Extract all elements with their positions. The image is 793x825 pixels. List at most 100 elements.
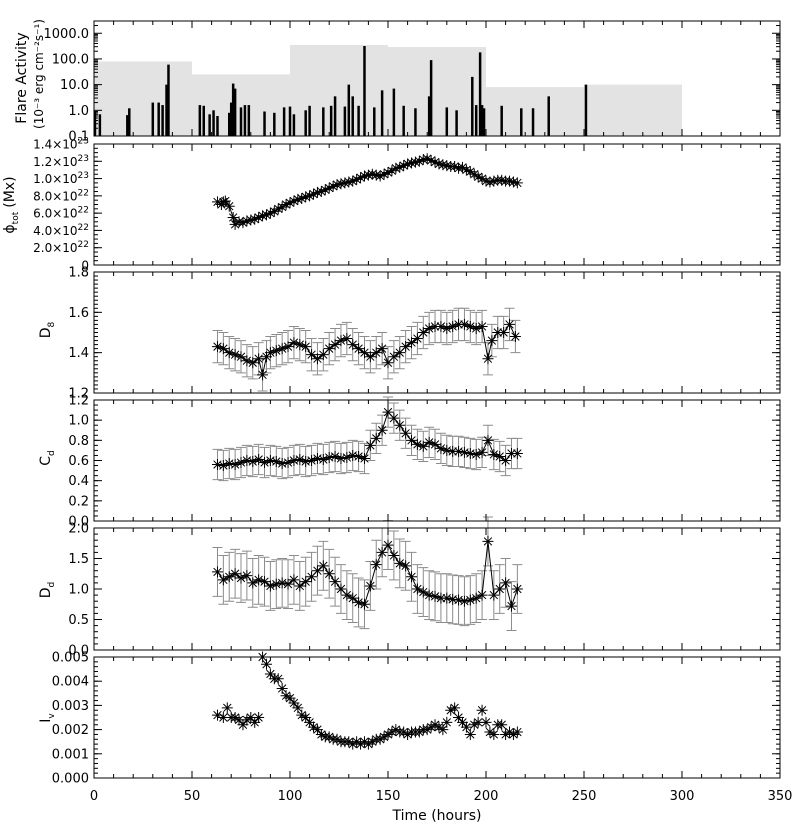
panel5-point-24 — [308, 721, 320, 733]
panel5-point-33 — [343, 736, 355, 748]
panel2-point-40 — [441, 322, 453, 334]
panel1-ytick-label: 6.0×1022 — [33, 206, 89, 221]
panel2-point-25 — [353, 343, 365, 355]
panel1-point-49 — [398, 160, 410, 172]
panel3-point-9 — [264, 455, 276, 466]
panel1-point-6 — [229, 218, 241, 230]
panel3-point-40 — [447, 445, 459, 457]
panel3-point-51 — [511, 447, 523, 459]
panel2-y-axis-title: D8 — [38, 321, 57, 338]
panel1-point-32 — [331, 179, 343, 191]
panel3-point-38 — [435, 442, 447, 454]
panel4-point-2 — [223, 571, 235, 583]
panel3-point-36 — [423, 436, 435, 448]
panel1-ytick-label: 1.0×1023 — [33, 171, 89, 186]
panel5-point-68 — [480, 716, 492, 728]
panel1-point-0 — [211, 196, 223, 208]
panel5-point-45 — [390, 724, 402, 736]
panel3-point-6 — [247, 456, 259, 468]
panel1-point-13 — [257, 210, 269, 222]
panel4-point-22 — [341, 589, 353, 601]
panel5-point-2 — [221, 702, 233, 714]
panel2-point-18 — [311, 353, 323, 365]
panel5-point-21 — [296, 709, 308, 721]
panel2-point-12 — [276, 343, 288, 355]
panel1-point-30 — [323, 182, 335, 194]
panel3-point-32 — [400, 427, 412, 439]
panel1-ytick-mantissa: 4.0×10 — [33, 224, 77, 238]
panel3-point-28 — [376, 424, 388, 436]
panel4-point-5 — [241, 570, 253, 582]
panel2-y-axis-subscript: 8 — [47, 321, 57, 327]
panel2-point-16 — [300, 341, 312, 353]
panel5-point-47 — [398, 726, 410, 738]
panel2-point-27 — [364, 351, 376, 363]
panel1-point-27 — [311, 186, 323, 198]
panel2-point-21 — [329, 339, 341, 351]
panel3-point-2 — [223, 458, 235, 470]
panel4-point-4 — [235, 572, 247, 584]
panel1-point-26 — [308, 188, 320, 200]
panel4-ytick-label: 0.5 — [68, 613, 89, 628]
panel5-point-56 — [433, 721, 445, 733]
panel1-point-24 — [300, 191, 312, 203]
panel1-point-48 — [394, 161, 406, 173]
panel2-point-29 — [376, 343, 388, 355]
panel0-frame — [93, 20, 781, 137]
panel3-point-21 — [335, 452, 347, 464]
panel1-ytick-mantissa: 8.0×10 — [33, 189, 77, 203]
panel2-point-42 — [453, 318, 465, 330]
panel2-point-0 — [211, 341, 223, 353]
panel5-point-41 — [374, 733, 386, 745]
panel1-point-2 — [217, 196, 229, 208]
panel1-point-36 — [347, 175, 359, 187]
panel5-point-63 — [460, 721, 472, 733]
panel1-point-22 — [292, 193, 304, 205]
panel3-point-11 — [276, 458, 288, 470]
panel3-ytick-label: 0.4 — [68, 474, 89, 489]
panel0-daily-activity-0 — [94, 61, 192, 136]
x-tick-label: 50 — [184, 789, 201, 804]
panel5-frame — [93, 656, 781, 779]
panel1-ytick-exponent: 22 — [78, 188, 89, 198]
panel4-point-1 — [217, 574, 229, 586]
panel3-point-44 — [470, 448, 482, 460]
panel2-ytick-label: 1.2 — [68, 387, 89, 402]
panel1-ytick-mantissa: 6.0×10 — [33, 207, 77, 221]
panel4-point-36 — [423, 589, 435, 601]
panel5-point-65 — [468, 719, 480, 731]
panel3-point-13 — [288, 455, 300, 466]
panel1-ytick-exponent: 23 — [78, 154, 89, 164]
panel5-point-22 — [300, 712, 312, 723]
panel1-point-64 — [456, 161, 468, 173]
panel4-point-28 — [376, 546, 388, 558]
panel1-point-37 — [351, 173, 363, 185]
panel4-point-38 — [435, 592, 447, 604]
panel3-point-23 — [347, 449, 359, 461]
panel1-point-39 — [358, 170, 370, 182]
x-tick-label: 0 — [90, 789, 98, 804]
panel3-point-27 — [370, 432, 382, 444]
panel5-point-73 — [500, 728, 512, 740]
panel5-point-67 — [476, 704, 488, 716]
panel5-point-53 — [421, 724, 433, 736]
panel5-y-axis-title: Iv — [38, 713, 57, 723]
panel5-point-72 — [496, 719, 508, 731]
panel2-point-38 — [429, 320, 441, 332]
panel3-point-47 — [488, 448, 500, 460]
panel5-ytick-label: 0.000 — [52, 772, 89, 787]
panel5-point-7 — [241, 714, 253, 726]
panel3-ytick-label: 0.2 — [68, 494, 89, 509]
panel2-point-39 — [435, 320, 447, 332]
panel3-point-39 — [441, 444, 453, 456]
panel1-point-41 — [366, 168, 378, 180]
panel5-point-62 — [456, 716, 468, 728]
panel4-point-12 — [282, 578, 294, 590]
panel1-ytick-label: 2.0×1022 — [33, 240, 89, 255]
panel4-y-axis-title: Dd — [38, 582, 57, 599]
panel0-y-axis-title-line1: Flare Activity — [14, 32, 30, 123]
panel4-ytick-label: 0.0 — [68, 644, 89, 659]
panel2-point-28 — [370, 347, 382, 359]
panel2-point-9 — [260, 351, 272, 363]
panel2-point-49 — [492, 327, 504, 338]
